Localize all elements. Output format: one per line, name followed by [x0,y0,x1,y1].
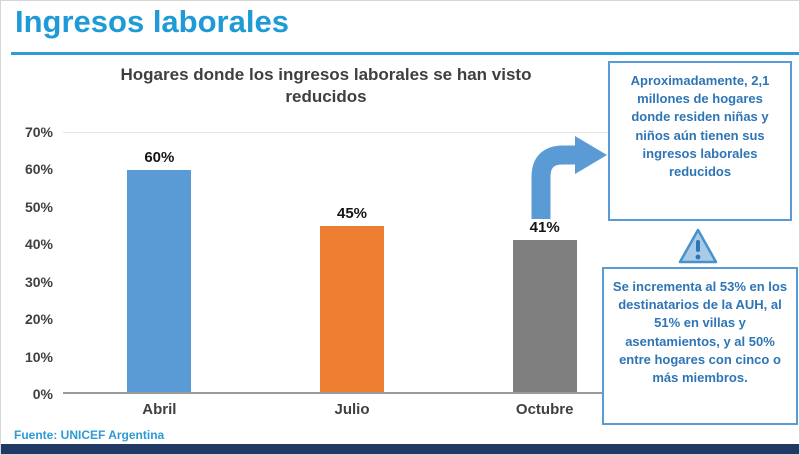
x-axis-label: Julio [334,401,370,418]
annotation-box-bottom: Se incrementa al 53% en los destinatario… [602,267,798,425]
bar-group-abril: 60% [63,133,256,392]
y-axis-tick: 40% [24,236,53,253]
y-axis: 0% 10% 20% 30% 40% 50% 60% 70% [1,124,53,402]
y-axis-tick: 30% [24,273,53,290]
y-axis-tick: 0% [32,386,53,402]
bar-abril [127,170,192,392]
bar-value-label: 60% [144,149,175,166]
bar-value-label: 41% [529,219,560,237]
annotation-box-top-text: Aproximadamente, 2,1 millones de hogares… [630,73,770,179]
bar-group-octubre: 41% [448,133,641,392]
x-axis-label: Abril [142,401,177,418]
x-axis: Abril Julio Octubre [63,401,641,418]
curved-arrow-icon [531,136,607,219]
y-axis-tick: 10% [24,348,53,365]
y-axis-tick: 50% [24,198,53,215]
bar-octubre [512,240,577,392]
bar-julio [320,225,384,392]
exclamation-triangle-icon [678,228,718,264]
source-note: Fuente: UNICEF Argentina [14,428,165,442]
title-underline [11,52,799,55]
chart-title: Hogares donde los ingresos laborales se … [120,65,532,107]
y-axis-tick: 20% [24,311,53,328]
plot-area: 60% 45% 41% [63,132,641,394]
y-axis-tick: 70% [24,124,53,140]
bottom-bar [1,444,799,454]
annotation-box-top: Aproximadamente, 2,1 millones de hogares… [608,61,792,221]
bar-value-label: 45% [336,204,368,222]
page-title: Ingresos laborales [15,4,289,39]
y-axis-tick: 60% [24,161,53,178]
annotation-box-bottom-text: Se incrementa al 53% en los destinatario… [612,279,788,385]
x-axis-label: Octubre [515,401,574,418]
bar-group-julio: 45% [256,133,449,392]
